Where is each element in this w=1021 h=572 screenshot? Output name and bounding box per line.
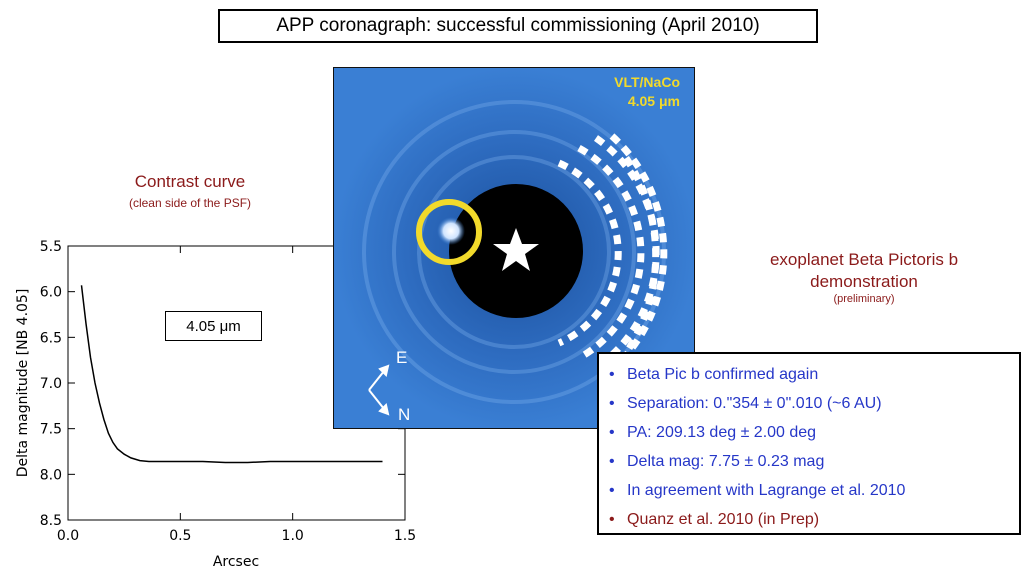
x-axis-label: Arcsec — [213, 554, 259, 570]
x-tick-label: 1.0 — [282, 528, 304, 544]
y-tick-label: 7.0 — [40, 376, 62, 392]
result-item: • Delta mag: 7.75 ± 0.23 mag — [609, 447, 1019, 476]
bullet-icon: • — [609, 424, 615, 441]
y-tick-label: 6.5 — [40, 330, 62, 346]
exoplanet-heading: exoplanet Beta Pictoris b demonstration — [769, 250, 959, 291]
result-item: • PA: 209.13 deg ± 2.00 deg — [609, 418, 1019, 447]
diffraction-arcs — [557, 133, 668, 373]
y-axis-label: Delta magnitude [NB 4.05] — [15, 289, 31, 478]
y-tick-label: 8.0 — [40, 467, 62, 483]
bullet-icon: • — [609, 482, 615, 499]
results-box: • Beta Pic b confirmed again • Separation:… — [597, 352, 1021, 535]
y-tick-label: 5.5 — [40, 239, 62, 255]
bullet-icon: • — [609, 511, 615, 528]
y-tick-label: 6.0 — [40, 285, 62, 301]
compass-north-label: N — [398, 405, 410, 424]
bullet-icon: • — [609, 366, 615, 383]
compass-icon — [368, 364, 390, 416]
result-item-reference: • Quanz et al. 2010 (in Prep) — [609, 505, 1019, 534]
result-item: • In agreement with Lagrange et al. 2010 — [609, 476, 1019, 505]
contrast-curve-line — [80, 285, 383, 464]
exoplanet-subheading: (preliminary) — [833, 293, 895, 305]
result-item: • Separation: 0."354 ± 0".010 (~6 AU) — [609, 389, 1019, 418]
y-tick-label: 8.5 — [40, 513, 62, 529]
star-icon — [493, 228, 539, 271]
slide-title: APP coronagraph: successful commissionin… — [218, 9, 818, 43]
x-tick-label: 0.5 — [169, 528, 191, 544]
y-tick-label: 7.5 — [40, 422, 62, 438]
contrast-curve-subheading: (clean side of the PSF) — [128, 196, 252, 210]
image-wavelength-label: 4.05 μm — [627, 93, 680, 109]
bullet-icon: • — [609, 395, 615, 412]
contrast-curve-heading: Contrast curve — [134, 172, 246, 191]
x-tick-label: 1.5 — [394, 528, 416, 544]
planet-spot — [437, 217, 465, 245]
bullet-icon: • — [609, 453, 615, 470]
compass-east-label: E — [396, 348, 407, 367]
x-tick-label: 0.0 — [57, 528, 79, 544]
wavelength-box: 4.05 μm — [165, 311, 262, 341]
result-item: • Beta Pic b confirmed again — [609, 360, 1019, 389]
planet-highlight-ring — [416, 199, 482, 265]
instrument-label: VLT/NaCo — [614, 74, 680, 90]
